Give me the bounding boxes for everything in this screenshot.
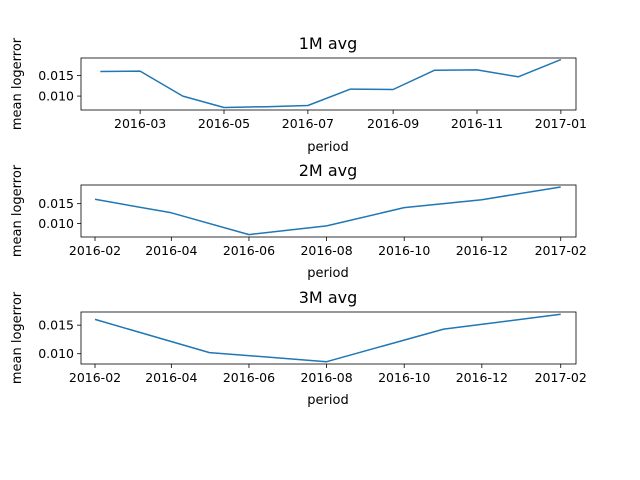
- x-tick-label: 2017-02: [535, 243, 587, 258]
- panel-3m-avg: 3M avg 2016-02 2016-04 2016-06 2016-08 2016-…: [10, 288, 587, 408]
- x-tick-label: 2016-05: [198, 116, 250, 131]
- panel-1-frame: [80, 57, 577, 111]
- panel-1m-avg: 1M avg 2016-03 2016-05 2016-07 2016-09 2016-…: [10, 34, 587, 155]
- x-tick-label: 2016-09: [367, 116, 419, 131]
- panel-1-plot-area: 2016-03 2016-05 2016-07 2016-09 2016-11 2017-…: [38, 58, 587, 131]
- x-tick-label: 2016-08: [300, 243, 352, 258]
- x-tick-label: 2016-12: [456, 370, 508, 385]
- x-tick-label: 2016-04: [145, 370, 197, 385]
- x-tick-label: 2016-02: [69, 243, 121, 258]
- x-tick-label: 2016-04: [145, 243, 197, 258]
- panel-2-xlabel: period: [307, 266, 348, 281]
- panel-2-plot-area: 2016-02 2016-04 2016-06 2016-08 2016-10 2016-…: [38, 186, 587, 258]
- panel-3-xlabel: period: [307, 393, 348, 408]
- x-tick-label: 2016-02: [69, 370, 121, 385]
- series-line-1: [100, 58, 562, 109]
- y-tick-label: 0.010: [38, 89, 74, 104]
- series-line-1: [94, 313, 561, 363]
- y-tick-label: 0.010: [38, 346, 74, 361]
- y-tick-label: 0.010: [38, 216, 74, 231]
- panel-2m-avg: 2M avg 2016-02 2016-04 2016-06 2016-08 2016-…: [10, 161, 587, 281]
- y-tick-label: 0.015: [38, 196, 74, 211]
- panel-1-title: 1M avg: [299, 34, 358, 53]
- x-tick-label: 2016-12: [456, 243, 508, 258]
- y-tick-label: 0.015: [38, 68, 74, 83]
- panel-3-plot-area: 2016-02 2016-04 2016-06 2016-08 2016-10 2016-…: [38, 313, 587, 385]
- x-tick-label: 2016-10: [378, 370, 430, 385]
- panel-2-ylabel: mean logerror: [10, 164, 25, 257]
- panel-2-title: 2M avg: [299, 161, 358, 180]
- x-tick-label: 2016-06: [223, 243, 275, 258]
- y-tick-label: 0.015: [38, 318, 74, 333]
- series-line-1: [94, 186, 561, 236]
- panel-1-xlabel: period: [307, 140, 348, 155]
- x-tick-label: 2016-06: [223, 370, 275, 385]
- x-tick-label: 2016-10: [378, 243, 430, 258]
- panel-1-ylabel: mean logerror: [10, 37, 25, 130]
- x-tick-label: 2016-07: [282, 116, 334, 131]
- x-tick-label: 2017-01: [535, 116, 587, 131]
- panel-3-title: 3M avg: [299, 288, 358, 307]
- x-tick-label: 2017-02: [535, 370, 587, 385]
- panel-3-ylabel: mean logerror: [10, 291, 25, 384]
- x-tick-label: 2016-03: [114, 116, 166, 131]
- panel-3-frame: [80, 311, 577, 365]
- panel-2-frame: [80, 184, 577, 238]
- x-tick-label: 2016-11: [451, 116, 503, 131]
- x-tick-label: 2016-08: [300, 370, 352, 385]
